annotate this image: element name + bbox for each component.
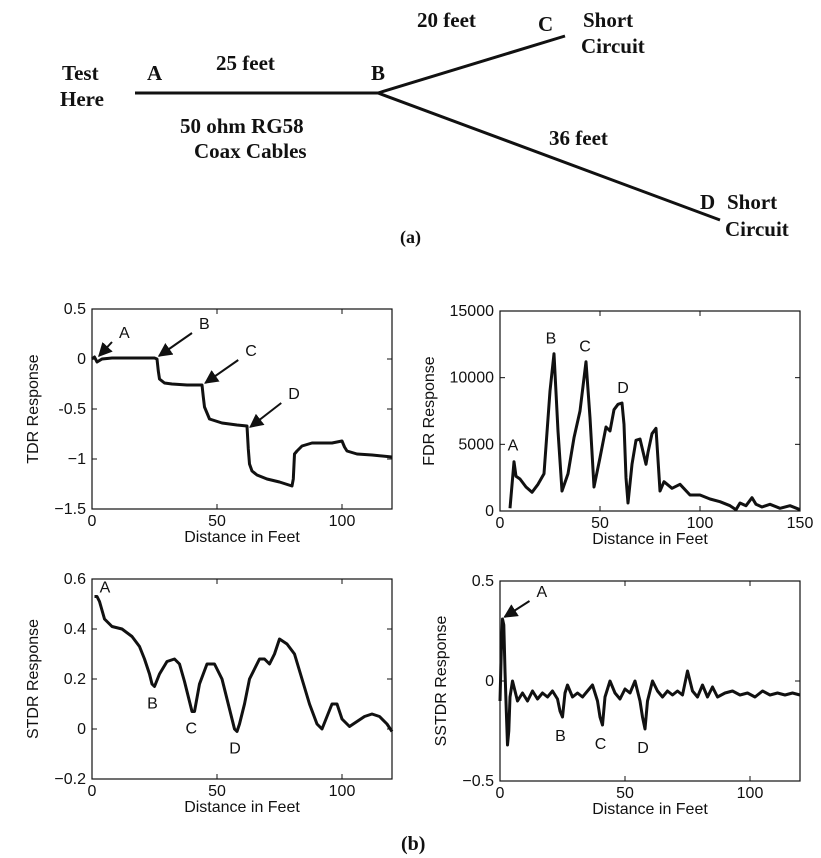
tdr-annotation-d: D	[288, 386, 300, 403]
stdr-ytick-label: 0.6	[64, 571, 86, 588]
fdr-axes-box	[499, 310, 801, 512]
plots-caption: (b)	[401, 833, 425, 855]
point-d-label: D	[700, 190, 715, 214]
tdr-ytick-label: 0.5	[64, 301, 86, 318]
stdr-ytick-label: 0.4	[64, 621, 86, 638]
point-a-label: A	[147, 61, 163, 85]
tdr-annotation-a: A	[119, 325, 130, 342]
length-bd-label: 36 feet	[549, 126, 608, 150]
fdr-ytick-label: 15000	[450, 303, 495, 320]
cable-segment-bc	[377, 34, 566, 95]
point-b-label: B	[371, 61, 385, 85]
stdr-axes-box	[91, 578, 393, 780]
fdr-xtick-label: 100	[687, 515, 714, 532]
length-bc-label: 20 feet	[417, 8, 476, 32]
sstdr-ytick-label: 0	[485, 673, 494, 690]
stdr-series-line	[94, 595, 394, 733]
sstdr-annotation-d: D	[637, 740, 649, 757]
stdr-ytick-label: 0	[77, 721, 86, 738]
stdr-annotation-b: B	[147, 696, 158, 713]
sstdr-xtick-label: 100	[737, 785, 764, 802]
fdr-series-line	[508, 352, 801, 512]
stdr-yaxis-label: STDR Response	[25, 619, 42, 739]
fdr-annotation-a: A	[508, 438, 519, 455]
tdr-annotation-b: B	[199, 316, 210, 333]
fdr-annotation-c: C	[579, 339, 591, 356]
tdr-chart: 0 50 100 0.5 0 -0.5 −1 −1.5 Distance in Feet TDR …	[25, 301, 393, 546]
point-c-label: C	[538, 12, 553, 36]
cable-diagram: Test Here A 25 feet B 50 ohm RG58 Coax C…	[60, 8, 789, 248]
length-ab-label: 25 feet	[216, 51, 275, 75]
cable-segment-bd	[377, 91, 721, 222]
sstdr-annotation-b: B	[555, 728, 566, 745]
tdr-axes-box	[91, 308, 393, 510]
stdr-annotation-a: A	[100, 580, 111, 597]
sstdr-axes-box	[499, 580, 801, 782]
tdr-xtick-label: 100	[329, 513, 356, 530]
fdr-chart: 0 50 100 150 0 5000 10000 15000 Distance in Feet…	[421, 303, 813, 548]
tdr-ytick-label: −1.5	[54, 501, 86, 518]
fdr-xaxis-label: Distance in Feet	[592, 531, 708, 548]
fdr-xtick-label: 150	[787, 515, 814, 532]
tdr-xaxis-label: Distance in Feet	[184, 529, 300, 546]
cable-type-label-line2: Coax Cables	[194, 139, 307, 163]
fdr-ytick-label: 0	[485, 503, 494, 520]
tdr-annotation-arrow-c	[204, 359, 239, 384]
tdr-yaxis-label: TDR Response	[25, 354, 42, 463]
tdr-annotation-c: C	[245, 343, 257, 360]
sstdr-ytick-label: 0.5	[472, 573, 494, 590]
stdr-annotation-d: D	[229, 741, 241, 758]
sstdr-annotation-arrow-a	[503, 600, 531, 618]
sstdr-ytick-label: −0.5	[462, 773, 494, 790]
fdr-ytick-label: 10000	[450, 370, 495, 387]
stdr-xaxis-label: Distance in Feet	[184, 799, 300, 816]
stdr-xtick-label: 0	[88, 783, 97, 800]
tdr-ytick-label: 0	[77, 351, 86, 368]
fdr-ytick-label: 5000	[458, 436, 494, 453]
tdr-ytick-label: -0.5	[58, 401, 86, 418]
stdr-xtick-label: 50	[208, 783, 226, 800]
sstdr-series-line	[498, 617, 801, 747]
tdr-ytick-label: −1	[68, 451, 86, 468]
stdr-annotation-c: C	[185, 721, 197, 738]
tdr-annotation-arrow-b	[157, 332, 193, 357]
sstdr-xtick-label: 50	[616, 785, 634, 802]
end-d-label-line1: Short	[727, 190, 777, 214]
sstdr-annotation-a: A	[537, 584, 548, 601]
tdr-annotation-arrow-a	[98, 341, 113, 358]
test-here-label-line2: Here	[60, 87, 104, 111]
fdr-xtick-label: 0	[496, 515, 505, 532]
plots-group: 0 50 100 0.5 0 -0.5 −1 −1.5 Distance in Feet TDR …	[25, 301, 813, 818]
sstdr-xaxis-label: Distance in Feet	[592, 801, 708, 818]
tdr-annotation-arrow-d	[249, 402, 282, 428]
diagram-caption: (a)	[400, 227, 421, 248]
end-d-label-line2: Circuit	[725, 217, 789, 241]
end-c-label-line2: Circuit	[581, 34, 645, 58]
stdr-ytick-label: −0.2	[54, 771, 86, 788]
fdr-annotation-b: B	[546, 331, 557, 348]
tdr-xtick-label: 0	[88, 513, 97, 530]
stdr-xtick-label: 100	[329, 783, 356, 800]
fdr-annotation-d: D	[617, 380, 629, 397]
tdr-series-line	[91, 355, 393, 488]
sstdr-annotation-c: C	[595, 736, 607, 753]
tdr-xtick-label: 50	[208, 513, 226, 530]
test-here-label-line1: Test	[62, 61, 99, 85]
sstdr-xtick-label: 0	[496, 785, 505, 802]
end-c-label-line1: Short	[583, 8, 633, 32]
sstdr-yaxis-label: SSTDR Response	[433, 616, 450, 747]
fdr-xtick-label: 50	[591, 515, 609, 532]
stdr-ytick-label: 0.2	[64, 671, 86, 688]
fdr-yaxis-label: FDR Response	[421, 356, 438, 465]
cable-type-label-line1: 50 ohm RG58	[180, 114, 304, 138]
